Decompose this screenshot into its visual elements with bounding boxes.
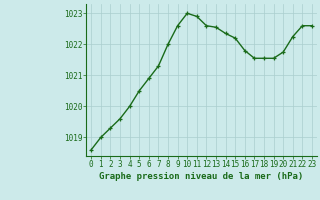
X-axis label: Graphe pression niveau de la mer (hPa): Graphe pression niveau de la mer (hPa) xyxy=(100,172,304,181)
